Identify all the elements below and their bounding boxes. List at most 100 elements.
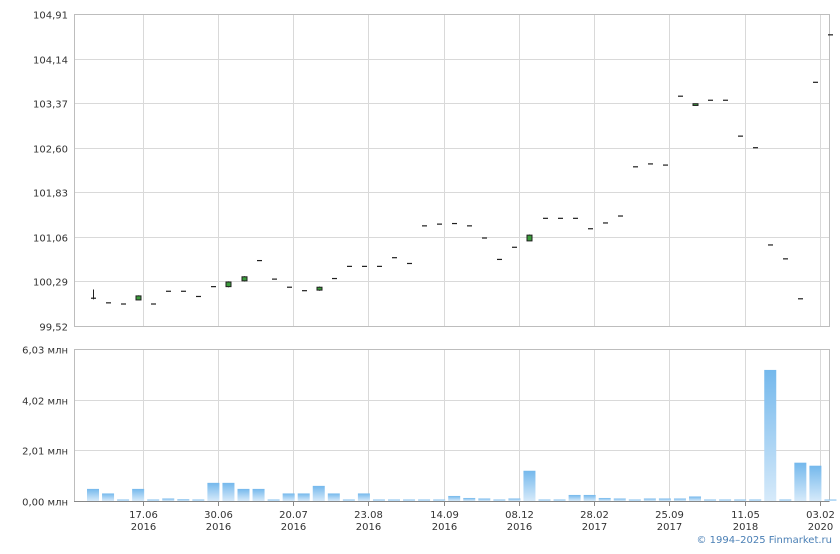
price-candle[interactable]: [91, 289, 96, 300]
volume-bar[interactable]: [779, 499, 792, 501]
price-candle[interactable]: [497, 258, 502, 261]
volume-bar[interactable]: [658, 498, 671, 501]
volume-bar[interactable]: [523, 470, 536, 501]
volume-bar[interactable]: [689, 496, 701, 501]
volume-bar[interactable]: [282, 493, 295, 501]
volume-bar[interactable]: [192, 499, 205, 501]
volume-bar[interactable]: [478, 498, 491, 501]
price-candle[interactable]: [798, 298, 803, 300]
price-candle[interactable]: [241, 276, 248, 282]
volume-bar[interactable]: [583, 494, 596, 501]
price-candle[interactable]: [347, 265, 352, 267]
volume-bar[interactable]: [342, 499, 355, 501]
volume-bar[interactable]: [418, 499, 431, 501]
price-candle[interactable]: [573, 217, 578, 219]
volume-bar[interactable]: [162, 498, 175, 501]
price-candle[interactable]: [392, 257, 397, 259]
price-candle[interactable]: [588, 228, 593, 230]
volume-bar[interactable]: [508, 498, 521, 501]
price-candle[interactable]: [106, 302, 111, 304]
volume-bar[interactable]: [598, 497, 611, 501]
volume-bar[interactable]: [327, 493, 340, 501]
price-candle[interactable]: [437, 223, 442, 225]
volume-bar[interactable]: [734, 499, 747, 501]
volume-bar[interactable]: [719, 499, 732, 501]
volume-bar[interactable]: [824, 499, 837, 501]
price-candle[interactable]: [723, 99, 728, 101]
volume-bar[interactable]: [222, 482, 235, 501]
price-candle[interactable]: [618, 215, 623, 217]
price-candle[interactable]: [768, 244, 773, 246]
volume-bar[interactable]: [132, 488, 145, 501]
volume-bar[interactable]: [312, 485, 325, 501]
volume-bar[interactable]: [643, 498, 656, 501]
price-candle[interactable]: [452, 222, 457, 225]
volume-bar[interactable]: [463, 497, 476, 501]
price-candle[interactable]: [783, 258, 788, 260]
price-candle[interactable]: [422, 225, 427, 227]
price-candle[interactable]: [407, 262, 412, 265]
price-candle[interactable]: [332, 277, 337, 280]
volume-bar[interactable]: [764, 369, 777, 501]
price-candle[interactable]: [302, 290, 307, 292]
price-candle[interactable]: [181, 290, 186, 292]
price-candle[interactable]: [151, 303, 156, 305]
volume-bar[interactable]: [448, 495, 461, 501]
copyright-credit[interactable]: © 1994–2025 Finmarket.ru: [696, 535, 832, 546]
price-candle[interactable]: [708, 99, 713, 101]
volume-bar[interactable]: [809, 465, 822, 501]
volume-bar[interactable]: [403, 499, 416, 501]
price-candle[interactable]: [287, 286, 292, 288]
volume-bar[interactable]: [117, 499, 130, 501]
price-candle[interactable]: [526, 234, 533, 242]
volume-bar[interactable]: [102, 493, 115, 501]
volume-bar[interactable]: [237, 488, 250, 501]
price-candle[interactable]: [211, 286, 216, 288]
price-candle[interactable]: [512, 246, 517, 248]
volume-bar[interactable]: [433, 499, 446, 501]
price-candle[interactable]: [121, 303, 126, 305]
volume-bar[interactable]: [538, 499, 551, 501]
volume-bar[interactable]: [252, 488, 265, 501]
price-candle[interactable]: [813, 81, 818, 83]
price-candle[interactable]: [648, 163, 653, 165]
volume-bar[interactable]: [388, 499, 400, 501]
volume-bar[interactable]: [147, 499, 160, 501]
price-candle[interactable]: [603, 222, 608, 224]
price-candle[interactable]: [692, 103, 699, 106]
price-candle[interactable]: [377, 265, 382, 267]
price-candle[interactable]: [678, 95, 683, 97]
volume-bar[interactable]: [673, 498, 686, 501]
volume-bar[interactable]: [704, 499, 717, 501]
price-candle[interactable]: [543, 217, 548, 219]
volume-bar[interactable]: [357, 493, 370, 501]
price-candle[interactable]: [225, 281, 232, 288]
price-candle[interactable]: [663, 164, 668, 166]
volume-bar[interactable]: [207, 482, 220, 501]
price-candle[interactable]: [482, 237, 487, 239]
volume-bar[interactable]: [794, 462, 807, 501]
volume-bar[interactable]: [267, 499, 280, 501]
volume-bar[interactable]: [613, 498, 626, 501]
price-candle[interactable]: [316, 286, 323, 291]
price-candle[interactable]: [272, 278, 277, 280]
price-candle[interactable]: [166, 290, 171, 292]
volume-bar[interactable]: [177, 499, 190, 501]
price-candle[interactable]: [738, 135, 743, 137]
volume-bar[interactable]: [87, 488, 99, 501]
price-candle[interactable]: [196, 295, 201, 298]
volume-bar[interactable]: [297, 493, 310, 501]
volume-bar[interactable]: [372, 499, 385, 501]
price-candle[interactable]: [467, 225, 472, 227]
price-candle[interactable]: [135, 295, 142, 301]
volume-bar[interactable]: [628, 499, 641, 501]
price-candle[interactable]: [633, 166, 638, 168]
price-candle[interactable]: [558, 217, 563, 219]
volume-bar[interactable]: [553, 499, 566, 501]
volume-bar[interactable]: [493, 499, 506, 501]
price-candle[interactable]: [828, 34, 833, 36]
price-candle[interactable]: [753, 147, 758, 149]
price-candle[interactable]: [257, 259, 262, 262]
volume-bar[interactable]: [568, 494, 581, 501]
volume-bar[interactable]: [749, 499, 762, 501]
